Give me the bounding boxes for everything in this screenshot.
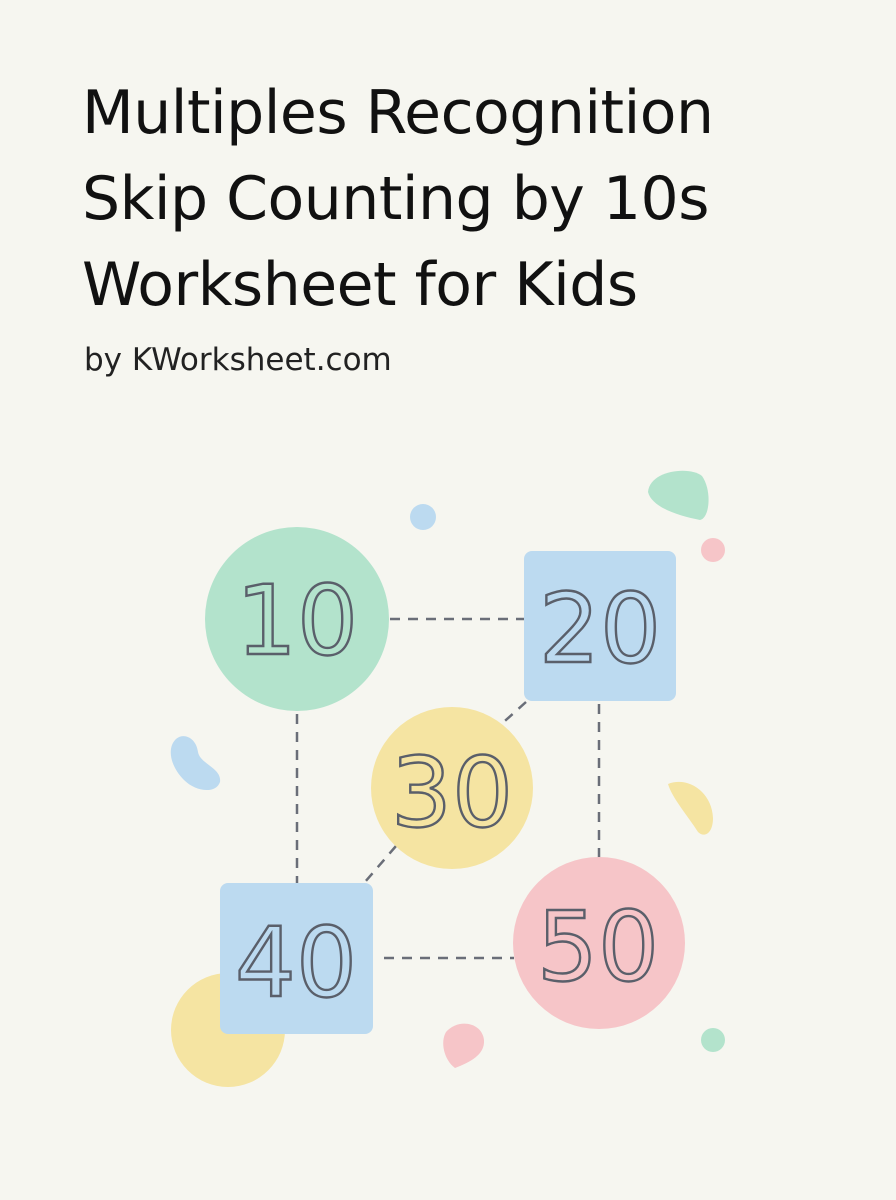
yellow-half-shape	[668, 781, 713, 835]
dashed-connector-30-40	[364, 845, 397, 883]
number-40: 40	[235, 907, 357, 1019]
number-10-circle	[205, 527, 389, 711]
byline: by KWorksheet.com	[84, 342, 392, 378]
blue-dot	[410, 504, 436, 530]
number-10: 10	[236, 565, 358, 677]
number-20-square	[524, 551, 676, 701]
number-50: 50	[537, 891, 659, 1003]
page-title: Multiples Recognition Skip Counting by 1…	[82, 70, 714, 328]
number-20: 20	[539, 573, 661, 685]
pink-drop-shape	[443, 1023, 485, 1068]
pink-dot	[701, 538, 725, 562]
green-dot	[701, 1028, 725, 1052]
blue-bean-shape	[170, 736, 221, 791]
title-line-3: Worksheet for Kids	[82, 250, 638, 320]
number-40-square	[220, 883, 373, 1034]
number-30: 30	[391, 737, 513, 849]
title-line-2: Skip Counting by 10s	[82, 164, 709, 234]
number-50-circle	[513, 857, 685, 1029]
dashed-connector-20-30	[496, 701, 527, 729]
number-30-circle	[371, 707, 533, 869]
green-blob-shape	[648, 470, 709, 520]
title-line-1: Multiples Recognition	[82, 78, 714, 148]
